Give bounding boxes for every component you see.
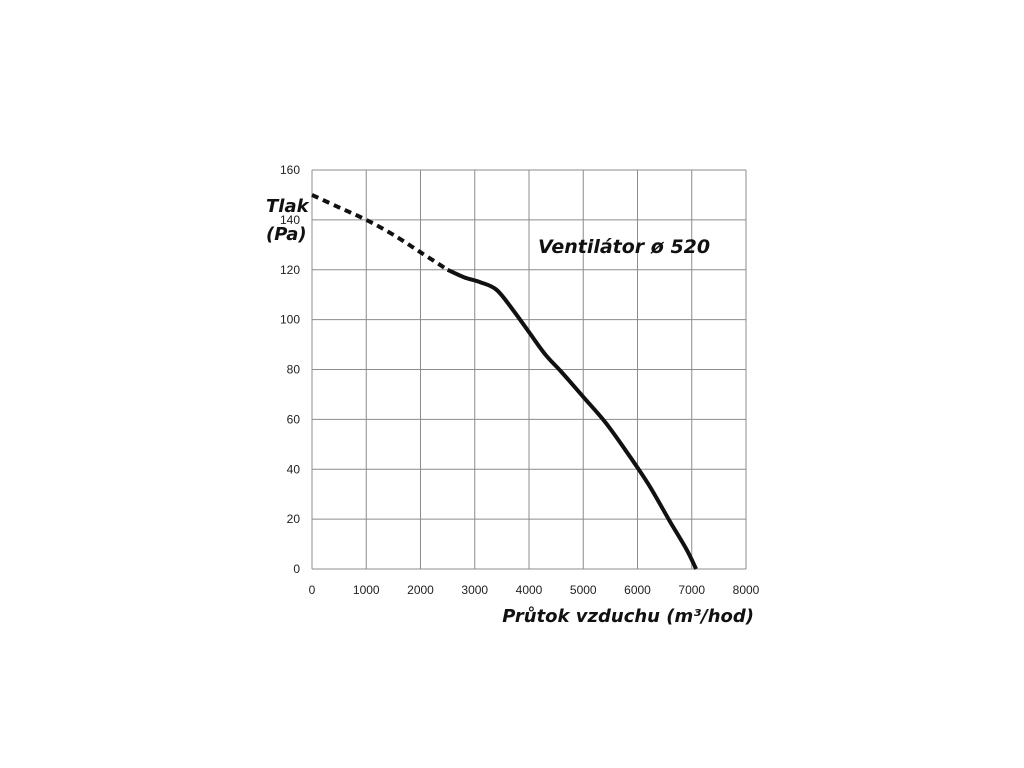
y-tick-label: 120 (280, 263, 300, 277)
chart-series (311, 193, 698, 570)
y-axis-label-line1: Tlak (266, 196, 310, 217)
x-tick-label: 6000 (624, 583, 651, 597)
x-tick-label: 4000 (516, 583, 543, 597)
x-axis-label: Průtok vzduchu (m³/hod) (502, 606, 754, 627)
chart-grid (311, 169, 747, 570)
y-axis-ticks: 0 20 40 60 80 100 120 140 160 (280, 163, 300, 576)
x-tick-label: 7000 (678, 583, 705, 597)
curve-dashed-segment (311, 193, 449, 272)
y-tick-label: 60 (287, 412, 301, 426)
x-tick-label: 8000 (733, 583, 760, 597)
curve-solid-segment (446, 267, 698, 570)
x-tick-label: 0 (309, 583, 316, 597)
y-tick-label: 0 (293, 562, 300, 576)
y-tick-label: 80 (287, 363, 301, 377)
y-axis-label-line2: (Pa) (266, 224, 307, 245)
x-tick-label: 3000 (461, 583, 488, 597)
y-tick-label: 20 (287, 512, 301, 526)
y-tick-label: 140 (280, 213, 300, 227)
x-tick-label: 2000 (407, 583, 434, 597)
chart-title: Ventilátor ø 520 (538, 236, 710, 258)
x-tick-label: 1000 (353, 583, 380, 597)
x-tick-label: 5000 (570, 583, 597, 597)
y-tick-label: 40 (287, 462, 301, 476)
y-tick-label: 100 (280, 313, 300, 327)
x-axis-ticks: 0 1000 2000 3000 4000 5000 6000 7000 8000 (309, 583, 760, 597)
y-tick-label: 160 (280, 163, 300, 177)
